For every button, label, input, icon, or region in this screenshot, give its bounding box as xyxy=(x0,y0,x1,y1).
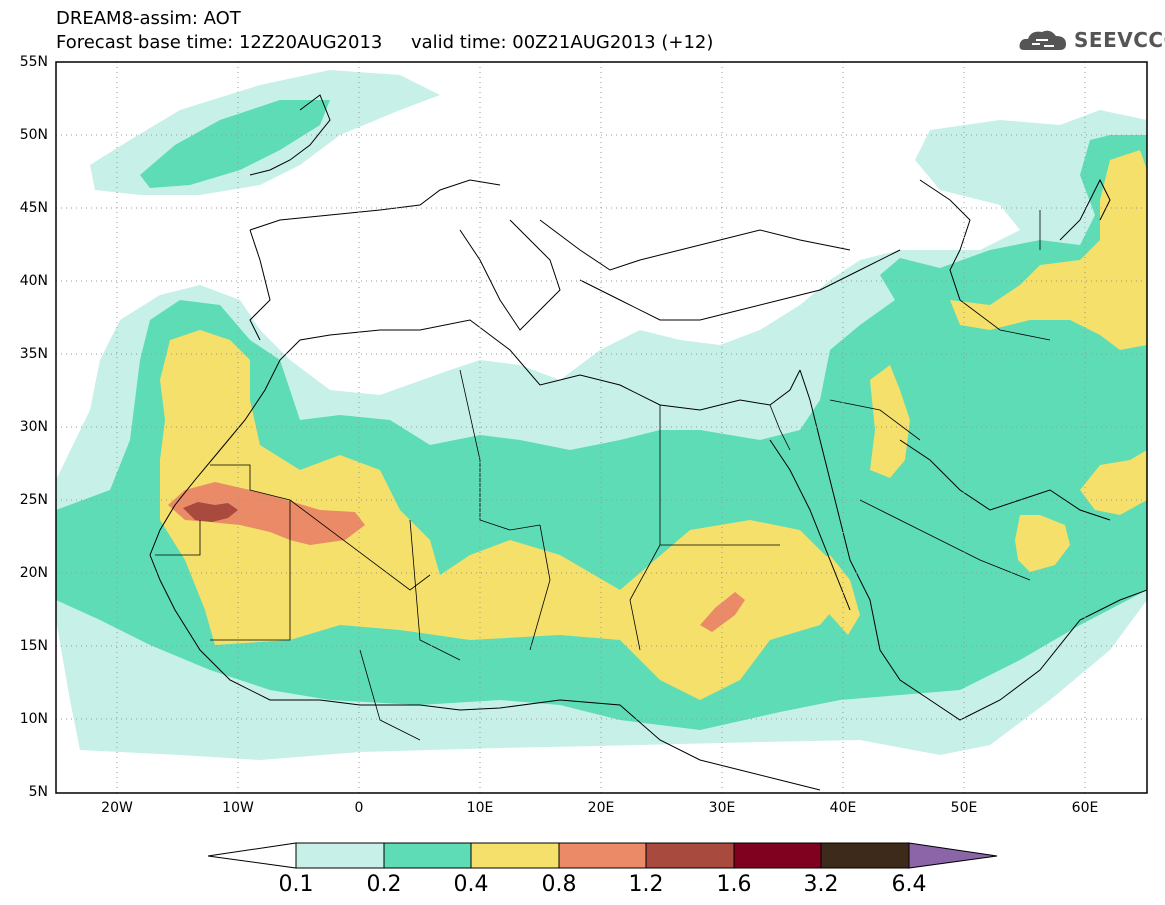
lon-label: 30E xyxy=(708,800,736,816)
colorbar-label: 3.2 xyxy=(803,872,839,897)
colorbar-swatch-2 xyxy=(383,842,472,869)
colorbar-label: 1.6 xyxy=(716,872,752,897)
lon-label: 20W xyxy=(101,800,133,816)
lon-label: 10W xyxy=(222,800,254,816)
colorbar-label: 0.4 xyxy=(453,872,489,897)
coastlines xyxy=(149,94,1147,791)
colorbar-swatch-3 xyxy=(470,842,560,869)
lat-label: 55N xyxy=(19,54,48,70)
lat-label: 50N xyxy=(19,127,48,143)
chart-title: DREAM8-assim: AOT xyxy=(56,8,241,29)
lat-label: 20N xyxy=(19,565,48,581)
lat-label: 10N xyxy=(19,711,48,727)
lat-label: 15N xyxy=(19,638,48,654)
colorbar xyxy=(207,842,998,869)
aot-band-1.2 xyxy=(183,502,238,522)
colorbar-label: 0.1 xyxy=(278,872,314,897)
colorbar-label: 0.8 xyxy=(541,872,577,897)
country-borders xyxy=(155,210,1051,741)
lon-label: 10E xyxy=(466,800,494,816)
aot-band-0.4-east xyxy=(950,150,1147,350)
aot-band-0.4-iran xyxy=(1080,450,1147,515)
lon-label: 20E xyxy=(587,800,615,816)
colorbar-swatch-7 xyxy=(820,842,910,869)
lat-label: 5N xyxy=(28,784,48,800)
colorbar-swatch-5 xyxy=(645,842,735,869)
lat-label: 45N xyxy=(19,200,48,216)
aot-band-0.4-ethiopia xyxy=(815,555,860,635)
logo-text: SEEVCCC xyxy=(1074,28,1165,52)
aot-band-0.4-oman xyxy=(1015,515,1070,572)
colorbar-low-arrow xyxy=(207,842,297,869)
aot-band-0.2-north xyxy=(140,100,330,188)
colorbar-label: 0.2 xyxy=(366,872,402,897)
lon-label: 50E xyxy=(950,800,978,816)
lat-label: 25N xyxy=(19,492,48,508)
colorbar-label: 6.4 xyxy=(891,872,927,897)
colorbar-swatch-4 xyxy=(558,842,647,869)
colorbar-high-arrow xyxy=(908,842,998,869)
lat-label: 40N xyxy=(19,273,48,289)
map-frame xyxy=(55,61,1148,794)
lon-label: 60E xyxy=(1071,800,1099,816)
aot-band-0.8 xyxy=(168,482,365,545)
colorbar-label: 1.2 xyxy=(628,872,664,897)
grid xyxy=(56,62,1147,793)
lon-label: 0 xyxy=(354,800,364,816)
cloud-icon xyxy=(1019,30,1066,50)
lon-label: 40E xyxy=(829,800,857,816)
colorbar-swatch-1 xyxy=(295,842,385,869)
lat-label: 30N xyxy=(19,419,48,435)
lat-label: 35N xyxy=(19,346,48,362)
aot-band-0.4 xyxy=(160,330,850,700)
forecast-time-line: Forecast base time: 12Z20AUG2013 valid t… xyxy=(56,32,714,53)
aot-band-0.4-arabia xyxy=(870,365,910,478)
colorbar-swatch-6 xyxy=(733,842,822,869)
